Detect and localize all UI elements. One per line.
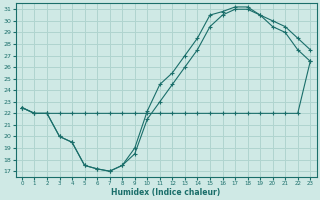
X-axis label: Humidex (Indice chaleur): Humidex (Indice chaleur): [111, 188, 221, 197]
